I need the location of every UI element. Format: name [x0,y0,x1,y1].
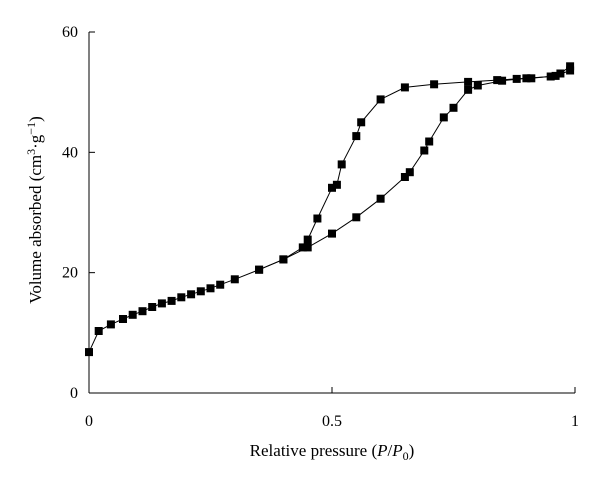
data-point-marker [527,74,536,83]
y-axis-label-suffix: ) [26,116,45,122]
data-point-marker [119,315,127,323]
data-point-marker [328,229,336,238]
data-point-marker [187,290,196,299]
data-point-marker [556,69,565,78]
data-point-marker [328,183,336,192]
data-point-marker [298,243,307,252]
data-point-marker [357,118,366,127]
y-tick-label: 60 [62,24,78,41]
x-axis-label-p0: P [391,441,402,460]
data-point-marker [464,77,473,86]
data-point-marker [303,243,312,252]
data-point-marker [498,76,507,85]
data-point-marker [405,168,414,177]
data-point-marker [430,80,439,89]
data-point-marker [148,303,157,311]
data-point-marker [352,132,361,141]
data-point-marker [493,76,502,85]
data-point-marker [157,299,166,308]
data-point-marker [376,95,385,104]
x-axis-label-p: P [376,441,387,460]
y-axis-label-group: Volume absorbed (cm3·g−1) [24,116,45,304]
y-tick-label: 0 [70,385,78,402]
data-point-marker [337,160,346,169]
series-layer [85,62,575,357]
x-tick-label: 1 [571,413,579,430]
data-point-marker [566,66,575,75]
data-point-marker [352,213,361,222]
x-axis-label-slash: / [388,441,393,460]
x-axis-label-prefix: Relative pressure ( [250,441,378,460]
x-tick-label: 0.5 [322,413,342,430]
data-point-marker [464,85,473,94]
data-point-marker [512,74,521,83]
data-point-marker [303,235,312,244]
data-point-marker [230,275,239,284]
x-axis-label: Relative pressure (P/P0) [250,441,415,463]
data-point-marker [128,310,137,319]
data-point-marker [216,280,225,289]
data-point-marker [94,327,103,335]
data-point-marker [376,194,385,203]
data-point-marker [473,81,482,90]
data-point-marker [425,137,434,146]
data-point-marker [106,320,115,329]
y-axis-label-prefix: Volume absorbed (cm [26,155,45,304]
y-ticks: 0 20 40 60 [62,24,95,402]
data-point-marker [196,287,205,296]
x-axis-label-subscript: 0 [403,449,409,463]
data-point-marker [206,284,215,293]
y-axis-label: Volume absorbed (cm3·g−1) [24,116,45,304]
data-point-marker [177,293,186,302]
x-ticks: 0 0.5 1 [85,387,579,430]
data-point-marker [332,180,341,189]
data-point-marker [566,62,575,71]
x-axis-label-suffix: ) [409,441,415,460]
data-point-marker [420,146,429,155]
y-tick-label: 20 [62,265,78,282]
y-tick-label: 40 [62,144,78,161]
y-axis-label-sup2: −1 [24,122,38,135]
data-point-marker [138,307,147,316]
data-point-marker [85,348,93,357]
data-point-marker [167,296,176,305]
data-point-marker [313,214,322,223]
data-point-marker [255,265,264,274]
data-point-marker [551,71,560,80]
data-point-marker [439,113,448,122]
data-point-marker [279,255,288,264]
y-axis-label-sup1: 3 [24,149,38,155]
data-point-marker [449,103,458,112]
y-axis-label-middle: ·g [26,134,45,149]
series-line-1 [88,65,571,353]
data-point-marker [400,83,409,92]
x-tick-label: 0 [85,413,93,430]
data-point-marker [400,173,409,181]
